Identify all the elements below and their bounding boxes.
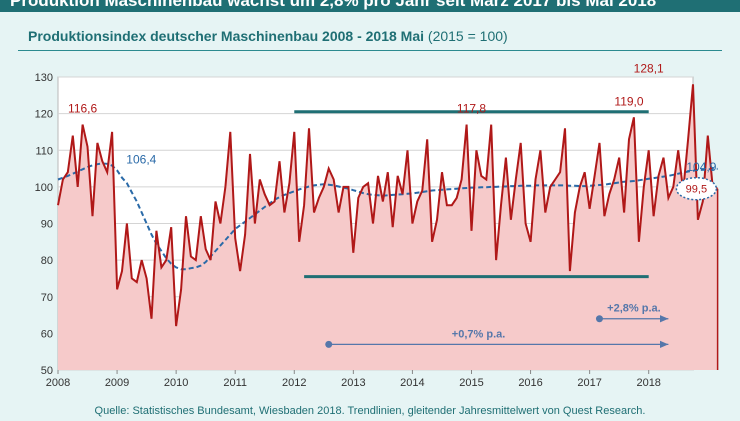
y-tick-label: 110 [35, 145, 53, 157]
y-tick-label: 50 [41, 365, 53, 377]
x-tick-label: 2009 [105, 377, 129, 389]
y-tick-label: 70 [41, 292, 53, 304]
moving-average-value-label: 106,4 [126, 152, 156, 166]
monthly-index-line [57, 84, 718, 327]
moving-average-value-label: 104,9 [686, 160, 716, 174]
moving-average-line [57, 162, 718, 271]
x-tick-label: 2016 [518, 377, 542, 389]
trend-rate-label: +2,8% p.a. [607, 303, 661, 315]
x-tick-label: 2014 [400, 377, 424, 389]
x-tick-label: 2013 [341, 377, 365, 389]
x-tick-label: 2017 [577, 377, 601, 389]
chart-title: Produktionsindex deutscher Maschinenbau … [28, 28, 508, 44]
trend-arrow-start-dot [595, 315, 603, 323]
y-tick-label: 120 [35, 109, 53, 121]
chart-subtitle: (2015 = 100) [427, 28, 508, 44]
x-tick-label: 2011 [223, 377, 247, 389]
peak-value-label: 119,0 [614, 94, 643, 108]
monthly-area-fill [58, 84, 718, 371]
source-note: Quelle: Statistisches Bundesamt, Wiesbad… [94, 405, 646, 417]
chart-title-text: Produktionsindex deutscher Maschinenbau … [28, 28, 425, 44]
last-value-callout [675, 176, 718, 201]
trend-arrow-start-dot [325, 340, 333, 348]
x-tick-label: 2012 [282, 377, 306, 389]
y-tick-label: 80 [41, 255, 53, 267]
y-tick-label: 60 [41, 328, 53, 340]
x-tick-label: 2015 [459, 377, 483, 389]
x-tick-label: 2008 [46, 377, 70, 389]
y-tick-label: 90 [41, 219, 53, 231]
y-tick-label: 100 [35, 182, 53, 194]
x-tick-label: 2010 [164, 377, 188, 389]
x-tick-label: 2018 [636, 377, 660, 389]
title-divider [18, 50, 722, 51]
trend-rate-label: +0,7% p.a. [452, 328, 506, 340]
peak-value-label: 117,8 [457, 102, 486, 116]
peak-value-label: 128,1 [634, 61, 664, 75]
headline-text: Produktion Maschinenbau wächst um 2,8% p… [10, 0, 657, 10]
y-tick-label: 130 [35, 72, 53, 84]
last-value-label: 99,5 [686, 184, 707, 196]
headline-banner: Produktion Maschinenbau wächst um 2,8% p… [0, 0, 740, 12]
peak-value-label: 116,6 [68, 102, 97, 116]
